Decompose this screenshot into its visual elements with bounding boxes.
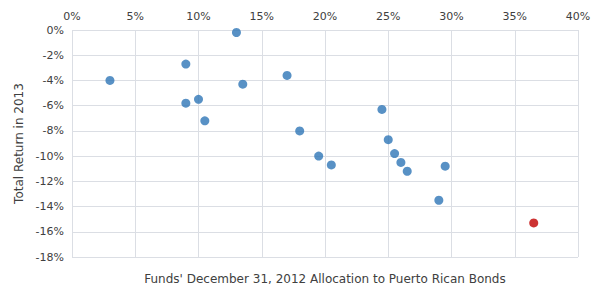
svg-text:-18%: -18% (36, 251, 64, 264)
svg-text:0%: 0% (63, 10, 80, 23)
svg-text:15%: 15% (250, 10, 274, 23)
svg-text:5%: 5% (127, 10, 144, 23)
svg-text:-12%: -12% (36, 175, 64, 188)
svg-text:Funds' December 31, 2012 Alloc: Funds' December 31, 2012 Allocation to P… (144, 272, 505, 286)
svg-text:Total Return in 2013: Total Return in 2013 (12, 83, 26, 205)
svg-text:-2%: -2% (43, 49, 64, 62)
svg-text:-14%: -14% (36, 200, 64, 213)
svg-text:-4%: -4% (43, 74, 64, 87)
svg-text:30%: 30% (439, 10, 463, 23)
svg-text:-8%: -8% (43, 124, 64, 137)
svg-text:-6%: -6% (43, 99, 64, 112)
svg-text:-16%: -16% (36, 225, 64, 238)
svg-text:20%: 20% (313, 10, 337, 23)
svg-text:0%: 0% (47, 24, 64, 37)
svg-text:-10%: -10% (36, 150, 64, 163)
svg-text:25%: 25% (376, 10, 400, 23)
svg-text:40%: 40% (566, 10, 590, 23)
svg-text:35%: 35% (503, 10, 527, 23)
svg-text:10%: 10% (186, 10, 210, 23)
